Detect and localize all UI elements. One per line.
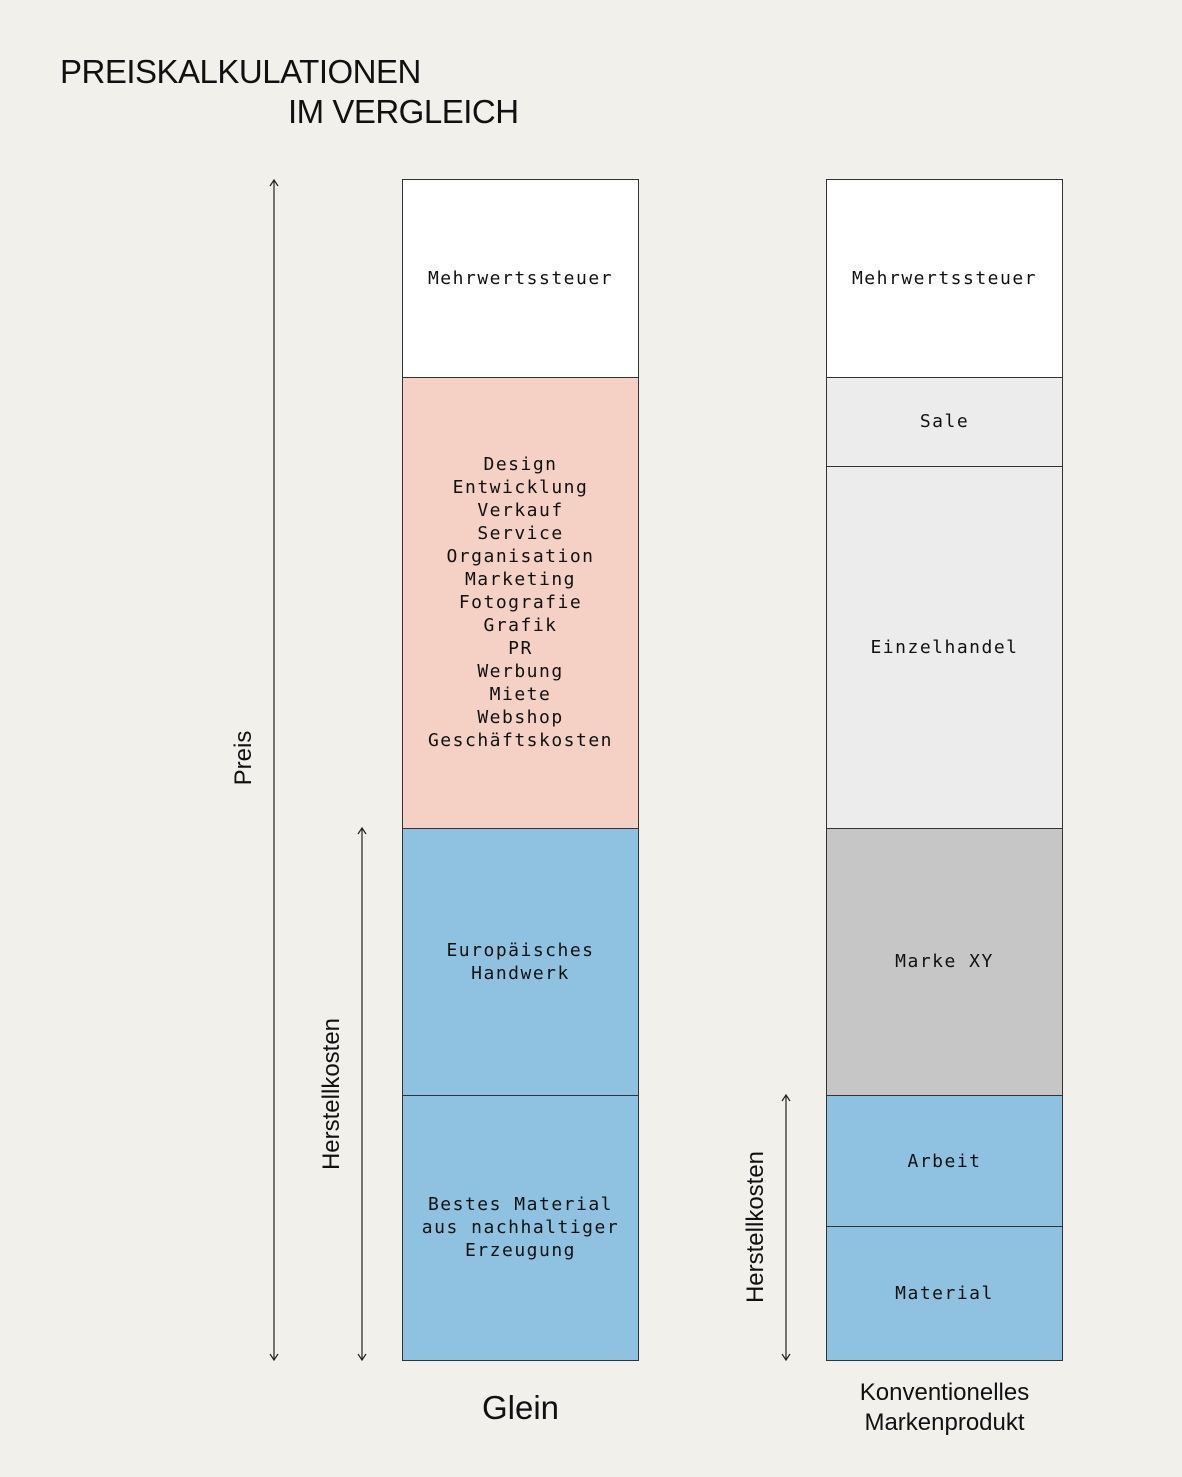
herstellkosten-axis-arrow-top-right	[781, 1093, 791, 1102]
caption-konventionelles-markenprodukt: Konventionelles Markenprodukt	[859, 1379, 1030, 1436]
segment-label: Mehrwertssteuer	[851, 267, 1038, 289]
segment-marke-xy: Marke XY	[827, 828, 1062, 1095]
segment-label: Mehrwertssteuer	[427, 267, 614, 289]
herstellkosten-axis-arrow-bottom-left	[357, 1353, 367, 1362]
segment-label: Einzelhandel	[870, 636, 1019, 658]
preis-axis-arrow-bottom	[269, 1353, 279, 1362]
segment-mehrwertssteuer: Mehrwertssteuer	[403, 180, 638, 377]
segment-arbeit: Arbeit	[827, 1094, 1062, 1227]
segment-material: Material	[827, 1226, 1062, 1360]
column-glein: Mehrwertssteuer Design Entwicklung Verkau…	[402, 179, 639, 1361]
segment-bestes-material: Bestes Material aus nachhaltiger Erzeugu…	[403, 1094, 638, 1360]
segment-mehrwertssteuer: Mehrwertssteuer	[827, 180, 1062, 377]
segment-sale: Sale	[827, 376, 1062, 466]
segment-label: Design Entwicklung Verkauf Service Organ…	[427, 454, 614, 752]
segment-label: Marke XY	[895, 951, 994, 973]
segment-europaeisches: Europäisches Handwerk	[403, 828, 638, 1095]
segment-einzelhandel: Einzelhandel	[827, 465, 1062, 829]
herstellkosten-axis-arrow-top-left	[357, 826, 367, 835]
segment-design: Design Entwicklung Verkauf Service Organ…	[403, 376, 638, 829]
segment-label: Material	[895, 1283, 994, 1305]
herstellkosten-axis-label-left: Herstellkosten	[318, 1017, 345, 1171]
page-title-line-2: IM VERGLEICH	[288, 93, 519, 130]
segment-label: Europäisches Handwerk	[446, 939, 595, 984]
herstellkosten-axis-label-right: Herstellkosten	[742, 1150, 769, 1304]
segment-label: Sale	[919, 411, 970, 433]
page-title-line-1: PREISKALKULATIONEN	[60, 53, 421, 90]
segment-label: Arbeit	[907, 1150, 982, 1172]
segment-label: Bestes Material aus nachhaltiger Erzeugu…	[421, 1194, 620, 1262]
caption-glein: Glein	[481, 1389, 560, 1426]
preis-axis-arrow-top	[269, 178, 279, 187]
column-konventionell: Mehrwertssteuer Sale Einzelhandel Marke XY A…	[826, 179, 1063, 1361]
herstellkosten-axis-arrow-bottom-right	[781, 1353, 791, 1362]
preis-axis-label: Preis	[230, 730, 257, 786]
